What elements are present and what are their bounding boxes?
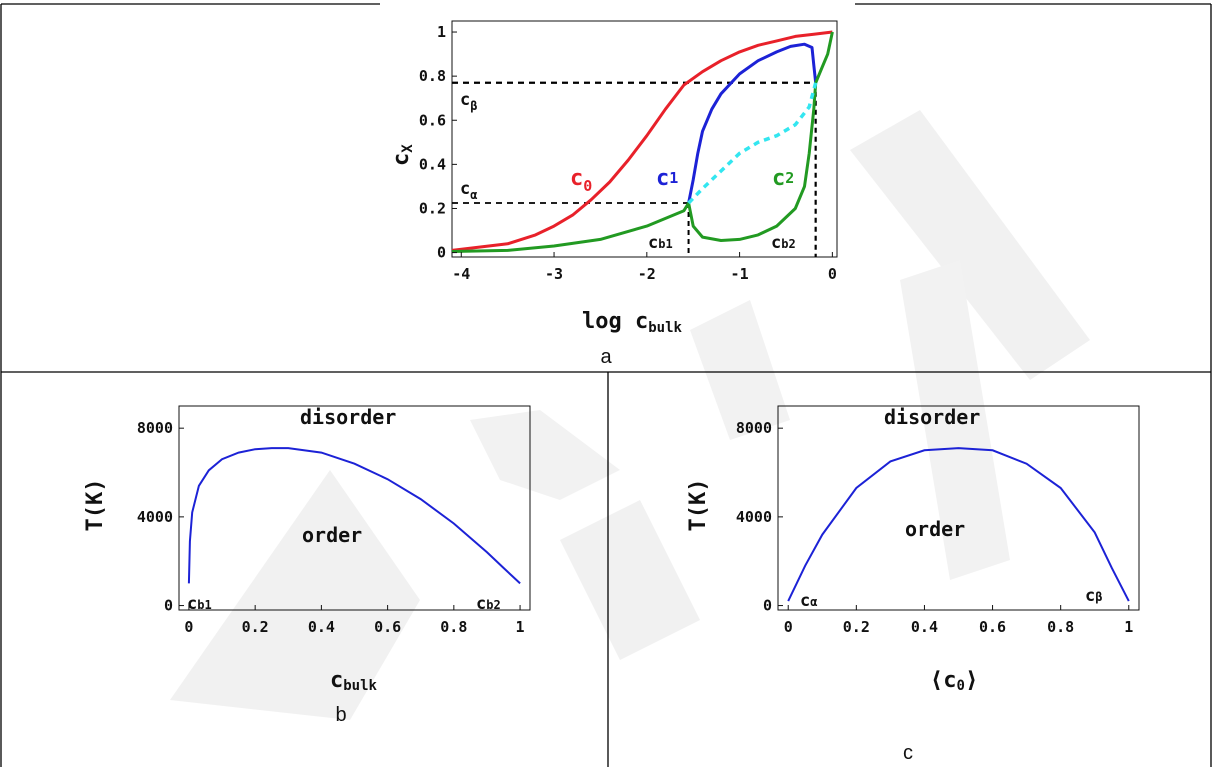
panel-a-xtick-label: -2 xyxy=(638,265,656,283)
series-c0 xyxy=(451,30,833,252)
panel-b-xtick-label: 0.6 xyxy=(374,618,401,636)
panel-b-xlabel: cbulk xyxy=(330,668,378,694)
panel-a-ytick-label: 1 xyxy=(437,23,446,41)
panel-c-end-left: cα xyxy=(800,591,817,611)
panel-a-ytick-label: 0.6 xyxy=(419,111,446,129)
panel-a-frame xyxy=(451,20,838,258)
panel-a-ylabel: cX xyxy=(389,144,416,166)
panel-b-series-T xyxy=(187,447,521,585)
panel-c-xtick-label: 0.8 xyxy=(1047,618,1074,636)
panel-c-frame xyxy=(777,405,1140,611)
label-c-alpha: cα xyxy=(460,179,477,202)
panel-b-ytick-label: 0 xyxy=(164,597,173,615)
series-unstable xyxy=(687,82,818,205)
panel-borders xyxy=(0,3,1212,767)
panel-c-ytick-label: 4000 xyxy=(736,508,772,526)
watermark xyxy=(170,110,1090,720)
panel-b-region-disorder: disorder xyxy=(300,405,396,429)
panel-b-xtick-label: 0.2 xyxy=(242,618,269,636)
panel-a: -4 -3 -2 -1 0 00.20.40.60.81 cβ cα c0 c1 c2 … xyxy=(389,20,838,368)
panel-b-region-order: order xyxy=(302,523,362,547)
label-c2: c2 xyxy=(772,166,794,191)
panel-b-end-right: cb2 xyxy=(476,594,501,614)
label-cb2: cb2 xyxy=(771,233,796,253)
caption-b: b xyxy=(335,704,346,726)
panel-a-ytick-label: 0.8 xyxy=(419,67,446,85)
panel-b-xtick-label: 0.4 xyxy=(308,618,335,636)
panel-b-end-left: cb1 xyxy=(187,594,212,614)
panel-b-ylabel: T(K) xyxy=(83,479,108,532)
panel-b-xtick-label: 1 xyxy=(516,618,525,636)
panel-a-ytick-label: 0.2 xyxy=(419,199,446,217)
panel-a-xtick-label: -1 xyxy=(731,265,749,283)
panel-c-xtick-label: 1 xyxy=(1124,618,1133,636)
label-c-beta: cβ xyxy=(460,90,477,113)
reference-lines xyxy=(452,81,817,257)
panel-a-ytick-label: 0.4 xyxy=(419,155,446,173)
panel-c-region-order: order xyxy=(905,517,965,541)
panel-c-region-disorder: disorder xyxy=(884,405,980,429)
panel-c-xtick-label: 0.2 xyxy=(843,618,870,636)
panel-b-ytick-label: 8000 xyxy=(137,419,173,437)
panel-c-xlabel: ⟨c0⟩ xyxy=(930,668,978,694)
panel-b-xtick-label: 0.8 xyxy=(440,618,467,636)
panel-c-xtick-label: 0 xyxy=(784,618,793,636)
caption-a: a xyxy=(600,346,612,368)
label-c0: c0 xyxy=(570,166,592,195)
panel-c-xtick-label: 0.6 xyxy=(979,618,1006,636)
panel-c-ytick-label: 0 xyxy=(763,597,772,615)
panel-a-ytick-label: 0 xyxy=(437,244,446,262)
caption-c: c xyxy=(903,742,913,764)
panel-b-ytick-label: 4000 xyxy=(137,508,173,526)
panel-c-series-T xyxy=(787,447,1130,602)
label-c1: c1 xyxy=(656,166,678,191)
series-c1 xyxy=(687,42,818,204)
panel-a-xlabel: log cbulk xyxy=(582,309,683,336)
panel-c-ylabel: T(K) xyxy=(686,479,711,532)
panel-a-xtick-label: -3 xyxy=(545,265,563,283)
panel-b-xtick-label: 0 xyxy=(184,618,193,636)
panel-c-xtick-label: 0.4 xyxy=(911,618,938,636)
panel-a-xtick-label: -4 xyxy=(452,265,470,283)
series-c2 xyxy=(451,31,834,253)
panel-c-end-right: cβ xyxy=(1085,586,1102,606)
label-cb1: cb1 xyxy=(648,233,673,253)
panel-a-xtick-label: 0 xyxy=(828,265,837,283)
panel-c-ytick-label: 8000 xyxy=(736,419,772,437)
panel-b-frame xyxy=(178,405,531,611)
